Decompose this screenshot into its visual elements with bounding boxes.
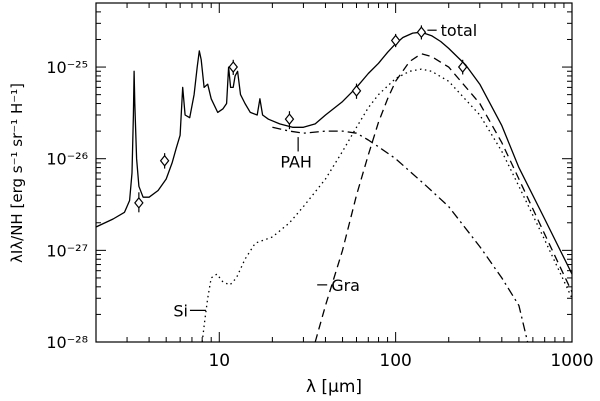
x-axis-label: λ [μm]: [306, 377, 362, 397]
annotation-gra: Gra: [331, 276, 360, 295]
y-axis-label: λIλ/NH [erg s⁻¹ sr⁻¹ H⁻¹]: [8, 83, 26, 263]
observation-points: [134, 25, 468, 213]
observation-point: [457, 59, 468, 75]
annotation-pah: PAH: [280, 152, 312, 171]
y-tick-label: 10⁻²⁸: [46, 333, 88, 352]
observation-point: [390, 33, 401, 48]
observation-point: [416, 25, 427, 40]
diamond-marker: [134, 196, 144, 209]
x-tick-label: 1000: [550, 351, 593, 371]
annotations: total PAH Gra Si: [173, 21, 477, 320]
diamond-marker: [416, 26, 427, 39]
diamond-marker: [390, 34, 401, 47]
series-si-line: [201, 68, 573, 343]
series-gra-line: [314, 53, 573, 343]
annotation-total: total: [441, 21, 478, 40]
annotation-si: Si: [173, 301, 188, 320]
observation-point: [134, 192, 144, 213]
y-tick-label: 10⁻²⁶: [46, 150, 88, 169]
observation-point: [228, 59, 239, 75]
series-pah-line: [272, 126, 529, 343]
observation-point: [351, 83, 362, 99]
y-tick-label: 10⁻²⁵: [46, 58, 88, 77]
diamond-marker: [284, 113, 295, 126]
x-tick-label: 100: [379, 351, 411, 371]
x-tick-label: 10: [208, 351, 230, 371]
diamond-marker: [228, 61, 239, 74]
y-tick-label: 10⁻²⁷: [46, 241, 88, 260]
axis-ticks: 10 100 1000 10⁻²⁸ 10⁻²⁷ 10⁻²⁶ 10⁻²⁵: [46, 3, 594, 371]
observation-point: [159, 153, 170, 169]
observation-point: [284, 111, 295, 130]
diamond-marker: [457, 61, 468, 74]
series-total-line: [95, 31, 573, 275]
series-curves: [95, 31, 573, 343]
diamond-marker: [351, 84, 362, 97]
diamond-marker: [159, 154, 170, 167]
